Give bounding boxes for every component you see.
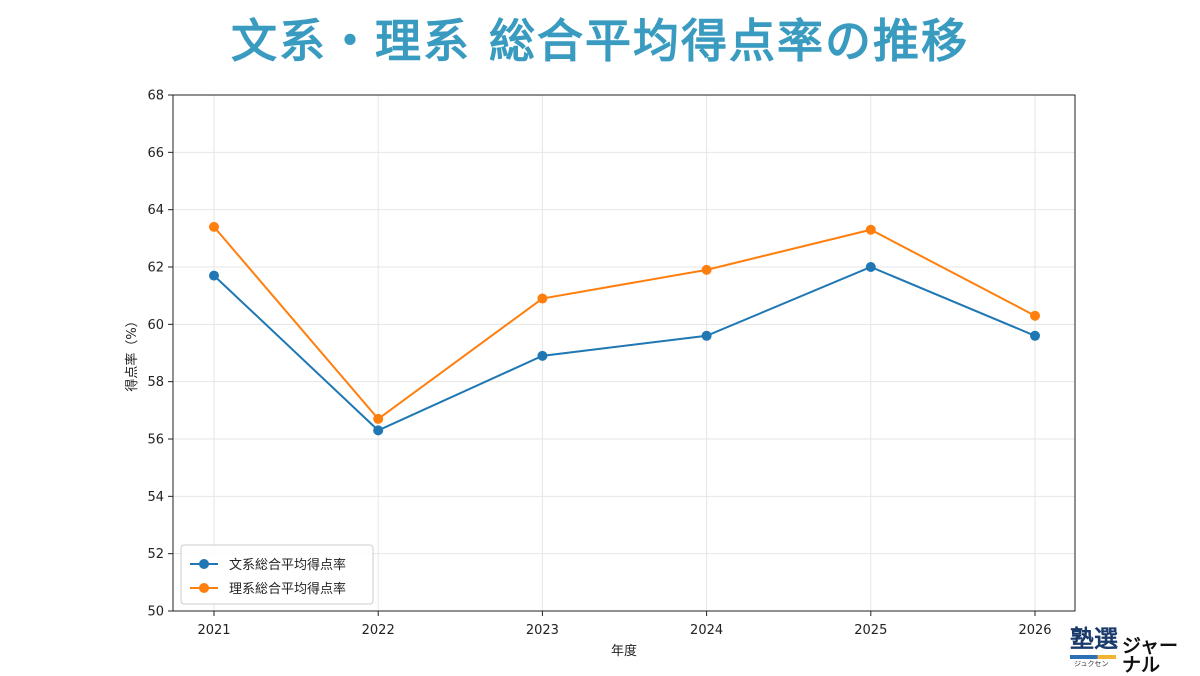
y-tick-label: 52 xyxy=(147,547,164,562)
y-axis-label: 得点率（%） xyxy=(124,314,140,391)
x-tick-label: 2024 xyxy=(690,623,723,638)
y-tick-label: 62 xyxy=(147,261,164,276)
data-point-series-2 xyxy=(701,264,712,275)
series-line-2 xyxy=(213,226,1036,421)
data-point-series-1 xyxy=(209,270,219,281)
y-tick-label: 56 xyxy=(147,433,164,448)
y-tick-label: 66 xyxy=(147,146,164,161)
logo-stripe xyxy=(1070,655,1116,659)
y-tick-label: 50 xyxy=(147,605,164,620)
data-point-series-1 xyxy=(1030,330,1040,341)
legend-swatch-marker xyxy=(199,583,209,593)
x-axis-label: 年度 xyxy=(611,643,637,659)
y-tick-label: 58 xyxy=(147,375,164,390)
axes-frame xyxy=(172,94,1076,612)
data-point-series-1 xyxy=(537,350,548,361)
x-tick-label: 2021 xyxy=(197,623,230,638)
logo-main-text: 塾選 xyxy=(1070,625,1118,653)
data-point-series-2 xyxy=(537,293,548,304)
data-point-series-2 xyxy=(209,221,219,232)
x-tick-label: 2026 xyxy=(1018,623,1051,638)
legend-label: 文系総合平均得点率 xyxy=(229,557,346,573)
juku-sen-journal-logo: 塾選 ジュクセン ジャーナル xyxy=(1068,625,1196,676)
data-point-series-1 xyxy=(865,262,876,272)
y-tick-label: 54 xyxy=(147,490,164,505)
legend-box xyxy=(180,544,374,605)
data-point-series-2 xyxy=(1030,310,1040,321)
y-tick-label: 64 xyxy=(147,203,164,218)
y-tick-label: 60 xyxy=(147,318,164,333)
x-tick-label: 2025 xyxy=(854,623,887,638)
y-tick-label: 68 xyxy=(147,89,164,104)
data-point-series-1 xyxy=(701,330,712,341)
x-tick-label: 2023 xyxy=(526,623,559,638)
x-tick-label: 2022 xyxy=(362,623,395,638)
data-point-series-2 xyxy=(865,224,876,235)
chart-title: 文系・理系 総合平均得点率の推移 xyxy=(230,14,969,68)
legend-label: 理系総合平均得点率 xyxy=(229,581,346,597)
series-line-1 xyxy=(213,265,1036,432)
legend-swatch-marker xyxy=(199,559,209,569)
data-point-series-1 xyxy=(373,425,384,436)
data-point-series-2 xyxy=(373,413,384,424)
logo-sub-text: ジャーナル xyxy=(1122,635,1179,676)
logo-ruby-text: ジュクセン xyxy=(1074,660,1109,668)
plot-area xyxy=(173,95,1075,611)
